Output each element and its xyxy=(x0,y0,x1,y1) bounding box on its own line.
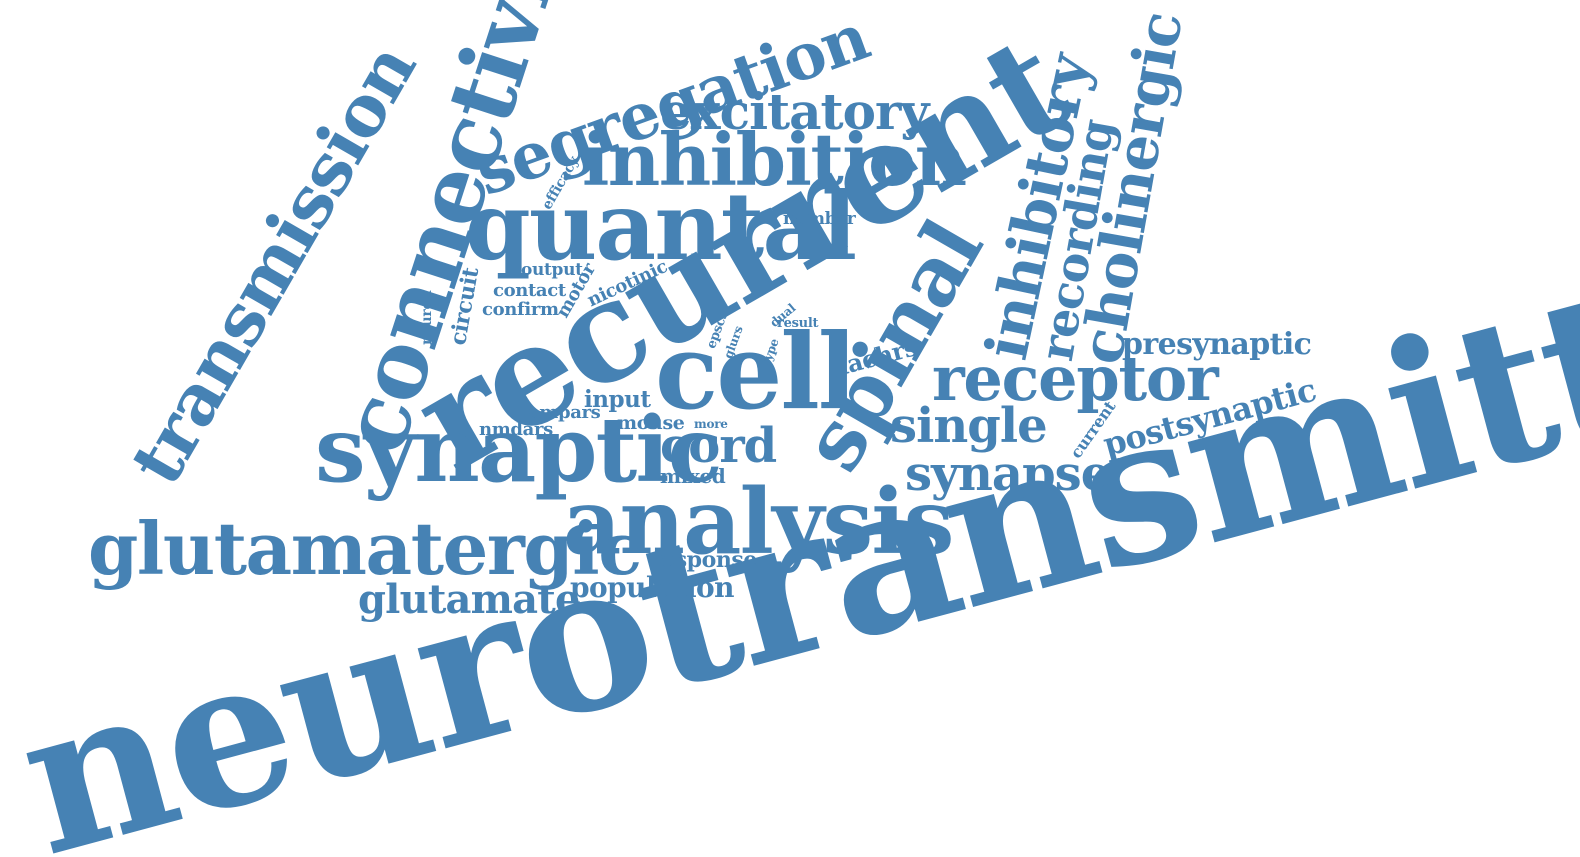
word-glutamatergic: glutamatergic xyxy=(88,506,642,591)
word-analysis: analysis xyxy=(563,469,954,575)
word-presynaptic: presynaptic xyxy=(1122,327,1312,362)
word-contact: contact xyxy=(493,280,566,301)
word-quantal: quantal xyxy=(465,172,857,282)
word-confirm: confirm xyxy=(482,299,559,320)
word-more: more xyxy=(694,417,728,431)
word-ampars: ampars xyxy=(528,402,601,423)
word-receptor: receptor xyxy=(932,342,1219,415)
word-mixed: mixed xyxy=(660,464,726,488)
word-result: result xyxy=(777,316,819,331)
word-mouse: mouse xyxy=(617,412,685,434)
word-population: population xyxy=(570,571,735,604)
word-single: single xyxy=(890,398,1048,454)
word-inhibition: inhibition xyxy=(582,117,967,202)
word-cell: cell xyxy=(655,310,857,433)
word-response: response xyxy=(650,547,757,573)
word-neuron: neuron xyxy=(419,290,435,345)
word-output: output xyxy=(521,260,583,280)
word-number: number xyxy=(783,209,856,229)
word-nmdars: nmdars xyxy=(479,419,553,440)
word-excitatory: excitatory xyxy=(660,82,929,141)
word-glutamate: glutamate xyxy=(358,576,580,623)
word-input: input xyxy=(584,386,651,413)
word-cord: cord xyxy=(660,418,777,474)
word-synapse: synapse xyxy=(905,446,1111,502)
word-synaptic: synaptic xyxy=(315,397,723,503)
